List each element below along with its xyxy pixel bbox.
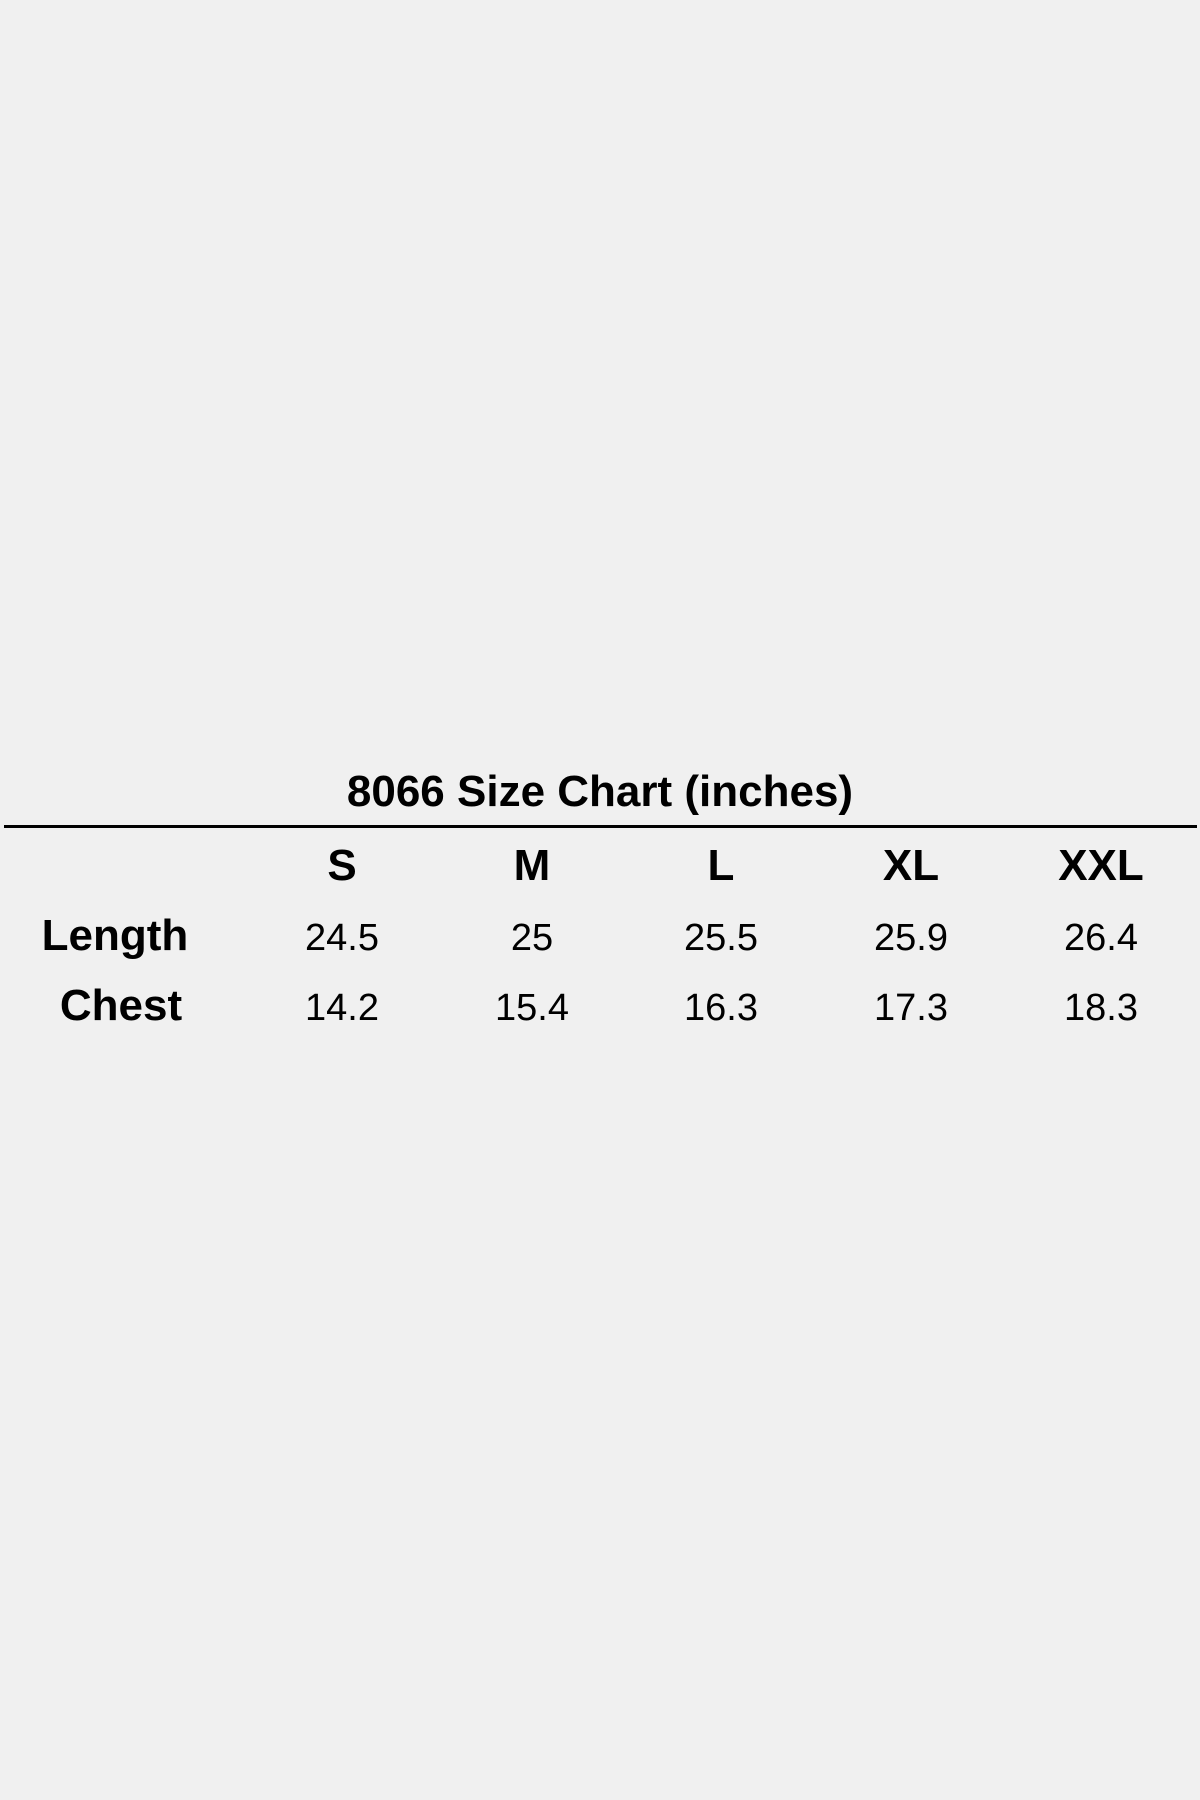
chart-title: 8066 Size Chart (inches): [346, 767, 854, 816]
table-cell: 24.5: [305, 917, 379, 959]
column-header-s: S: [327, 841, 357, 890]
table-cell: 16.3: [684, 987, 758, 1029]
row-label-chest: Chest: [59, 981, 183, 1030]
table-cell: 25.5: [684, 917, 758, 959]
table-cell: 18.3: [1064, 987, 1138, 1029]
column-header-xxl: XXL: [1058, 841, 1144, 890]
table-cell: 14.2: [305, 987, 379, 1029]
table-cell: 26.4: [1064, 917, 1138, 959]
column-header-l: L: [707, 841, 735, 890]
title-divider: [4, 825, 1197, 828]
table-cell: 25: [510, 917, 554, 959]
table-cell: 17.3: [874, 987, 948, 1029]
column-header-m: M: [513, 841, 551, 890]
column-header-xl: XL: [882, 841, 940, 890]
table-cell: 15.4: [495, 987, 569, 1029]
table-cell: 25.9: [874, 917, 948, 959]
row-label-length: Length: [41, 911, 189, 960]
